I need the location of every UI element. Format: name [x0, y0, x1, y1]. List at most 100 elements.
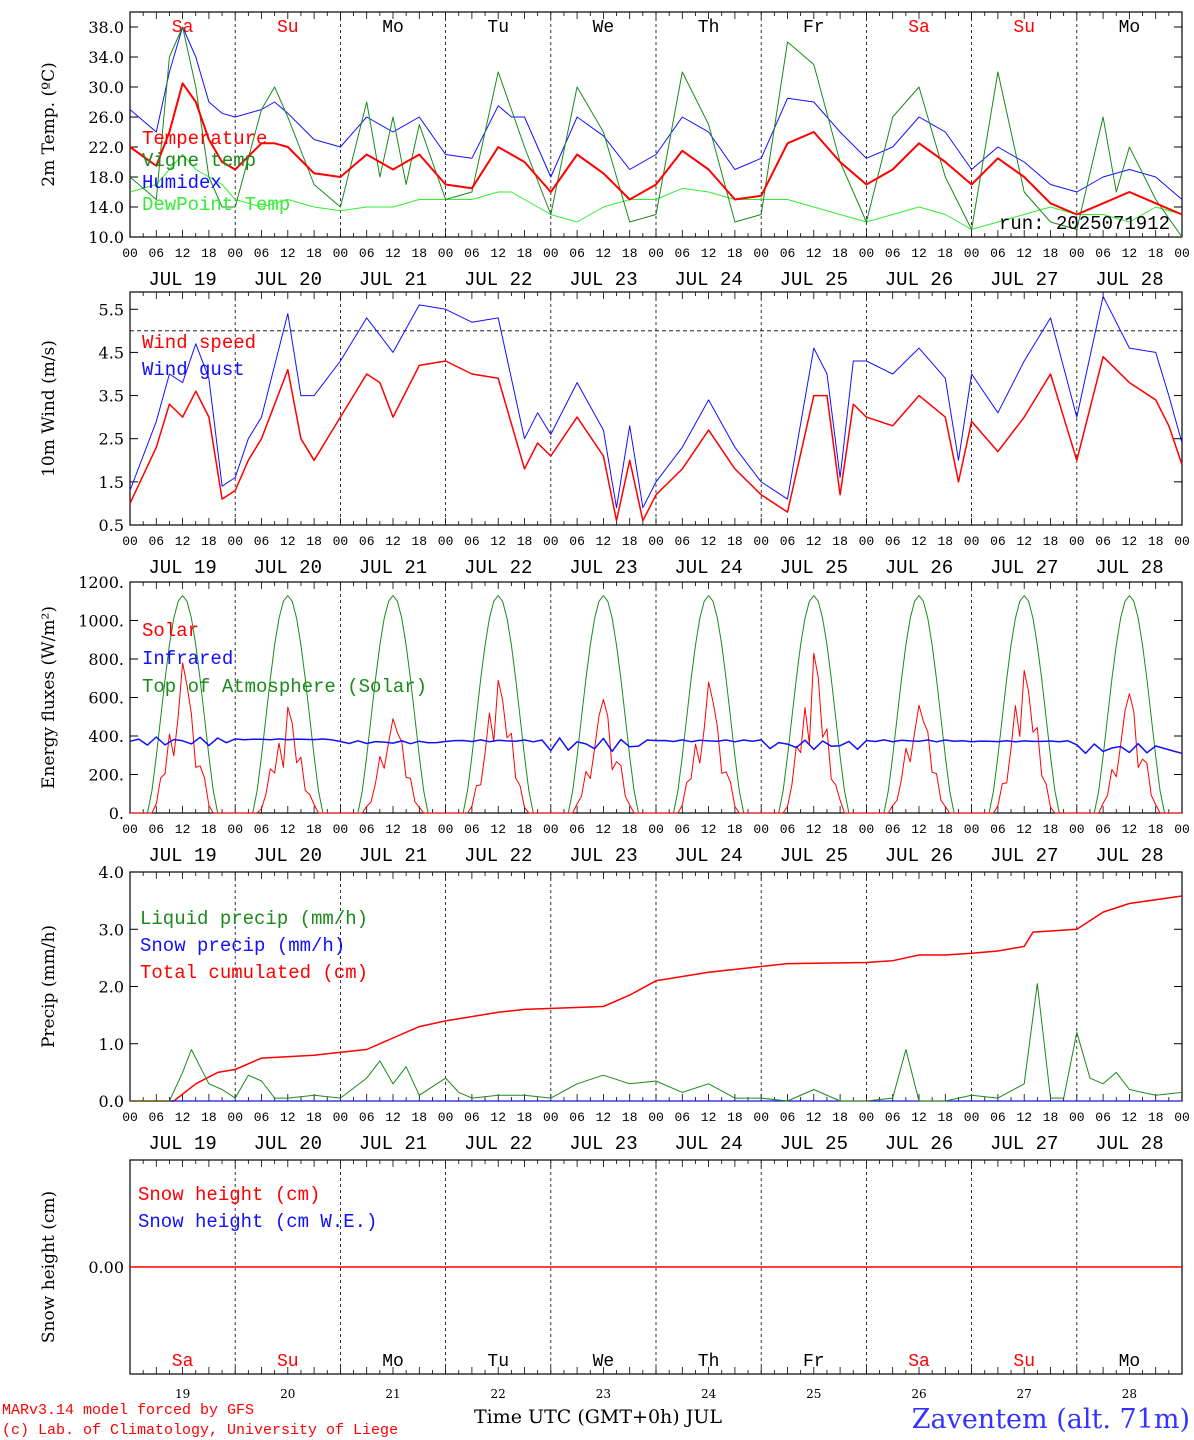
- hour-tick-label: 06: [990, 1110, 1006, 1125]
- weekday-label: Tu: [487, 18, 509, 38]
- weekday-label: Tu: [487, 1352, 509, 1372]
- hour-tick-label: 06: [359, 822, 375, 837]
- legend-entry: Humidex: [142, 172, 222, 194]
- hour-tick-label: 00: [964, 246, 980, 261]
- y-tick-label: 18.0: [88, 168, 124, 187]
- hour-tick-label: 12: [280, 822, 296, 837]
- hour-tick-label: 18: [727, 1110, 743, 1125]
- series-line: [129, 26, 1183, 238]
- hour-tick-label: 12: [280, 246, 296, 261]
- series-line: [130, 983, 1183, 1102]
- hour-tick-label: 12: [1016, 246, 1032, 261]
- hour-tick-label: 12: [385, 1110, 401, 1125]
- hour-tick-label: 06: [1095, 246, 1111, 261]
- hour-tick-label: 00: [1174, 534, 1190, 549]
- legend-entry: Wind speed: [142, 332, 256, 354]
- solar-line: [971, 670, 1077, 814]
- hour-tick-label: 00: [753, 246, 769, 261]
- y-tick-label: 0.0: [99, 1092, 124, 1111]
- hour-tick-label: 06: [569, 822, 585, 837]
- hour-tick-label: 12: [1016, 1110, 1032, 1125]
- hour-tick-label: 18: [832, 822, 848, 837]
- hour-tick-label: 18: [517, 534, 533, 549]
- hour-tick-label: 06: [780, 534, 796, 549]
- hour-tick-label: 06: [359, 1110, 375, 1125]
- hour-tick-label: 00: [438, 822, 454, 837]
- hour-tick-label: 00: [333, 534, 349, 549]
- weekday-label: Mo: [1119, 18, 1141, 38]
- y-axis-label: 2m Temp. (ºC): [39, 62, 59, 187]
- hour-tick-label: 12: [385, 534, 401, 549]
- legend-entry: Snow height (cm): [138, 1184, 320, 1206]
- hour-tick-label: 06: [464, 534, 480, 549]
- legend-entry: Snow height (cm W.E.): [138, 1211, 377, 1233]
- hour-tick-label: 18: [517, 1110, 533, 1125]
- y-tick-label: 0.00: [88, 1258, 124, 1277]
- hour-tick-label: 00: [859, 534, 875, 549]
- date-label: JUL 25: [780, 269, 848, 291]
- legend-entry: Solar: [142, 620, 199, 642]
- hour-tick-label: 18: [1043, 1110, 1059, 1125]
- weekday-label: Fr: [803, 18, 825, 38]
- hour-tick-label: 18: [306, 534, 322, 549]
- hour-tick-label: 12: [490, 1110, 506, 1125]
- hour-tick-label: 00: [964, 822, 980, 837]
- weekday-label: Fr: [803, 1352, 825, 1372]
- weekday-label: Su: [277, 1352, 299, 1372]
- hour-tick-label: 18: [411, 822, 427, 837]
- hour-tick-label: 06: [885, 1110, 901, 1125]
- y-tick-label: 30.0: [88, 78, 124, 97]
- hour-tick-label: 00: [1069, 1110, 1085, 1125]
- legend-entry: Temperature: [142, 128, 267, 150]
- hour-tick-label: 00: [753, 534, 769, 549]
- weekday-label: Sa: [908, 1352, 930, 1372]
- x-axis-title: Time UTC (GMT+0h) JUL: [474, 1406, 722, 1428]
- y-tick-label: 3.0: [99, 920, 124, 939]
- panel-precip: 0.0 1.0 2.0 3.0 4.0 Precip (mm/h) 00 06 12 18 00 06…: [39, 863, 1190, 1155]
- credit-line-1: MARv3.14 model forced by GFS: [2, 1402, 254, 1419]
- y-tick-label: 5.5: [99, 300, 124, 319]
- hour-tick-label: 06: [254, 246, 270, 261]
- hour-tick-label: 00: [1069, 534, 1085, 549]
- date-label: JUL 27: [990, 1133, 1058, 1155]
- hour-tick-label: 00: [333, 246, 349, 261]
- date-label: JUL 24: [674, 845, 742, 867]
- hour-tick-label: 12: [701, 246, 717, 261]
- hour-tick-label: 06: [674, 246, 690, 261]
- date-label: JUL 25: [780, 1133, 848, 1155]
- series-line: [129, 355, 1183, 522]
- hour-tick-label: 18: [622, 822, 638, 837]
- hour-tick-label: 12: [911, 246, 927, 261]
- y-tick-label: 200.: [88, 766, 124, 785]
- hour-tick-label: 12: [280, 1110, 296, 1125]
- hour-tick-label: 00: [648, 246, 664, 261]
- hour-tick-label: 18: [937, 246, 953, 261]
- date-label: JUL 23: [569, 269, 637, 291]
- hour-tick-label: 12: [806, 822, 822, 837]
- weekday-label: Mo: [382, 1352, 404, 1372]
- day-number-label: 25: [806, 1387, 821, 1401]
- date-label: JUL 22: [464, 557, 532, 579]
- hour-tick-label: 18: [622, 1110, 638, 1125]
- hour-tick-label: 18: [937, 822, 953, 837]
- day-number-label: 23: [596, 1387, 611, 1401]
- day-number-label: 26: [911, 1387, 926, 1401]
- y-tick-label: 26.0: [88, 108, 124, 127]
- solar-line: [235, 706, 341, 814]
- weekday-label: Sa: [908, 18, 930, 38]
- y-axis-label: Precip (mm/h): [39, 925, 59, 1048]
- date-label: JUL 28: [1095, 1133, 1163, 1155]
- hour-tick-label: 06: [885, 822, 901, 837]
- y-tick-label: 34.0: [88, 48, 124, 67]
- hour-tick-label: 00: [227, 822, 243, 837]
- hour-tick-label: 12: [806, 1110, 822, 1125]
- hour-tick-label: 18: [1148, 246, 1164, 261]
- hour-tick-label: 12: [490, 246, 506, 261]
- hour-tick-label: 00: [648, 534, 664, 549]
- solar-line: [340, 718, 446, 814]
- hour-tick-label: 00: [438, 246, 454, 261]
- hour-tick-label: 18: [411, 246, 427, 261]
- hour-tick-label: 06: [254, 1110, 270, 1125]
- y-axis-label: 10m Wind (m/s): [39, 340, 59, 477]
